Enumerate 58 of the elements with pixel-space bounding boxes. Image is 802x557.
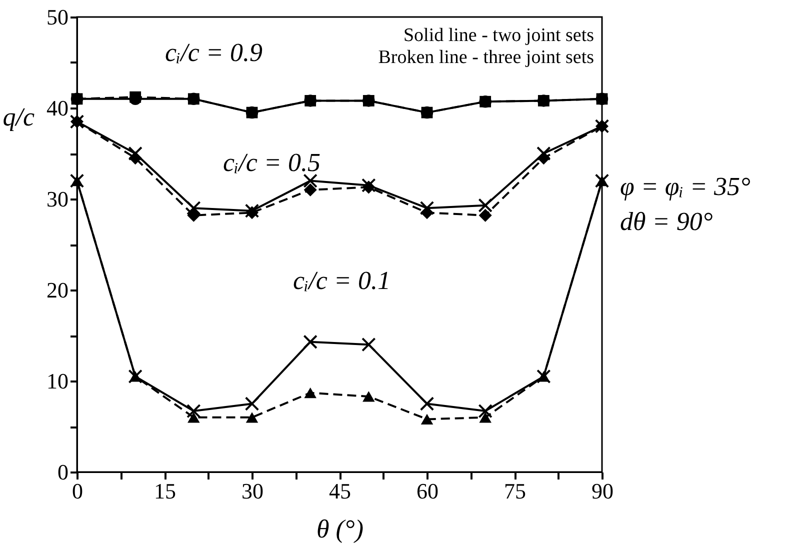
point xyxy=(188,412,200,423)
point xyxy=(362,95,374,106)
point xyxy=(479,412,492,423)
point xyxy=(480,96,492,108)
point xyxy=(538,95,550,106)
point xyxy=(71,93,83,105)
text: φ = φᵢ = 35° xyxy=(620,172,750,201)
point xyxy=(187,208,200,222)
point xyxy=(420,414,434,425)
point xyxy=(246,412,258,423)
x-tick-label: 45 xyxy=(329,478,351,504)
point xyxy=(128,152,142,165)
point xyxy=(596,93,608,105)
point xyxy=(420,206,434,220)
y-tick-label: 10 xyxy=(46,368,68,394)
point xyxy=(244,204,260,218)
annotation: Solid line - two joint sets xyxy=(403,25,594,46)
point xyxy=(420,396,434,411)
annotation: Broken line - three joint sets xyxy=(378,47,594,68)
point xyxy=(246,106,258,118)
point xyxy=(362,391,375,402)
x-tick-label: 90 xyxy=(592,478,614,504)
point xyxy=(362,180,376,194)
point xyxy=(478,404,492,418)
point xyxy=(186,404,201,418)
y-tick-label: 20 xyxy=(46,278,68,302)
point xyxy=(420,200,434,216)
point xyxy=(478,208,492,222)
y-tick-label: 30 xyxy=(46,186,68,212)
y-tick-label: 50 xyxy=(46,4,68,30)
x-tick-label: 30 xyxy=(242,478,264,504)
point xyxy=(245,206,259,220)
point xyxy=(303,174,318,188)
point xyxy=(362,337,376,352)
point xyxy=(362,178,376,192)
point xyxy=(478,198,492,212)
annotation: cᵢ/c = 0.9 xyxy=(165,38,262,67)
point xyxy=(186,200,201,216)
text: dθ = 90° xyxy=(620,207,713,236)
point xyxy=(304,183,317,196)
point xyxy=(244,396,260,411)
y-tick-label: 0 xyxy=(58,460,68,484)
y-axis-title: q/c xyxy=(2,102,35,132)
point xyxy=(537,152,550,165)
point xyxy=(304,95,316,106)
annotation: cᵢ/c = 0.1 xyxy=(293,266,390,295)
y-tick-label: 40 xyxy=(46,96,68,120)
x-axis-title: θ (°) xyxy=(316,514,364,544)
x-tick-label: 15 xyxy=(154,478,176,504)
point xyxy=(304,388,316,398)
point xyxy=(188,93,200,105)
annotation: cᵢ/c = 0.5 xyxy=(223,148,320,177)
point xyxy=(128,146,142,161)
point xyxy=(421,106,433,118)
point xyxy=(536,146,551,161)
x-tick-label: 75 xyxy=(504,478,526,504)
point xyxy=(303,334,318,349)
x-tick-label: 60 xyxy=(416,478,438,504)
